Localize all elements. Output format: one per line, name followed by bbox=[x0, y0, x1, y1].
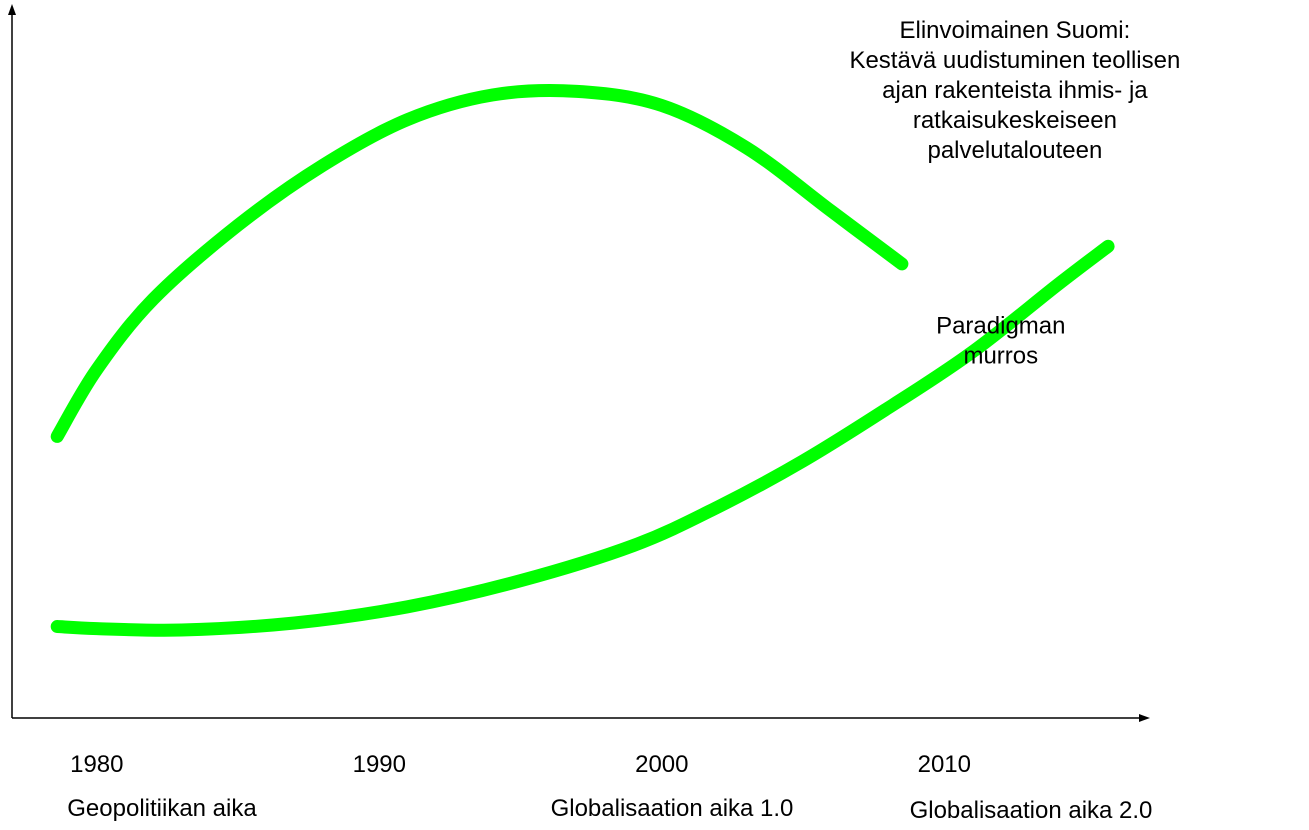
annotation-line: ratkaisukeskeiseen bbox=[913, 107, 1117, 134]
series-line-1 bbox=[50, 84, 909, 443]
annotation-line: palvelutalouteen bbox=[927, 137, 1102, 164]
era-label-3: Globalisaation aika 2.0 bbox=[910, 797, 1153, 824]
annotation-line: murros bbox=[963, 343, 1038, 370]
series-layer bbox=[50, 84, 1115, 637]
annotation-line: Elinvoimainen Suomi: bbox=[900, 17, 1131, 44]
x-axis-arrow bbox=[1139, 714, 1150, 722]
y-axis-arrow bbox=[8, 4, 16, 15]
axes bbox=[8, 4, 1150, 722]
annotation-layer: Elinvoimainen Suomi: Kestävä uudistuminen… bbox=[849, 17, 1180, 370]
annotation-1: Elinvoimainen Suomi: Kestävä uudistuminen… bbox=[849, 17, 1180, 164]
annotation-line: Kestävä uudistuminen teollisen bbox=[849, 47, 1180, 74]
era-label-2: Globalisaation aika 1.0 bbox=[551, 795, 794, 822]
x-tick-label: 2010 bbox=[918, 751, 971, 778]
tick-layer: 1980 1990 2000 2010 bbox=[70, 751, 971, 778]
era-label-1: Geopolitiikan aika bbox=[67, 795, 257, 822]
x-tick-label: 1990 bbox=[353, 751, 406, 778]
era-layer: Geopolitiikan aika Globalisaation aika 1… bbox=[67, 795, 1152, 824]
series-line-2 bbox=[50, 239, 1115, 637]
x-tick-label: 1980 bbox=[70, 751, 123, 778]
annotation-line: Paradigman bbox=[936, 313, 1065, 340]
x-tick-label: 2000 bbox=[635, 751, 688, 778]
annotation-line: ajan rakenteista ihmis- ja bbox=[882, 77, 1148, 104]
annotation-2: Paradigman murros bbox=[936, 313, 1065, 370]
